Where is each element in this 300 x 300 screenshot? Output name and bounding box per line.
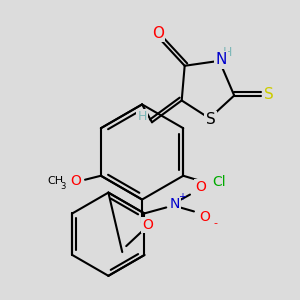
Text: Cl: Cl [212,175,226,189]
Text: +: + [178,192,186,202]
Text: O: O [142,218,154,232]
Text: S: S [264,87,274,102]
Text: O: O [196,180,206,194]
Text: 3: 3 [61,182,66,191]
Text: N: N [216,52,227,67]
Text: O: O [71,174,82,188]
Text: S: S [206,112,215,127]
Text: O: O [200,210,210,224]
Text: H: H [137,110,147,123]
Text: H: H [223,46,232,59]
Text: O: O [152,26,164,40]
Text: CH: CH [47,176,63,186]
Text: -: - [214,218,218,228]
Text: N: N [170,196,180,211]
